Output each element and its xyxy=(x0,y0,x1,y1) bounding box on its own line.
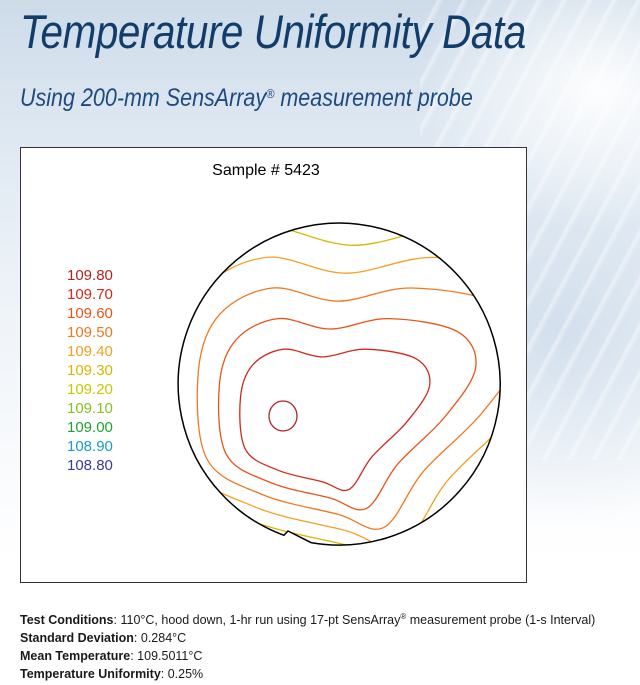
legend-item: 109.80 xyxy=(67,267,113,284)
standard-deviation-value: : 0.284°C xyxy=(133,631,187,646)
legend-item: 109.30 xyxy=(67,362,113,379)
contour-line xyxy=(178,223,501,546)
contour-chart: Sample # 5423 109.80 109.70 109.60 109.50 10… xyxy=(20,147,527,583)
standard-deviation-label: Standard Deviation xyxy=(20,631,134,646)
contour-plot xyxy=(177,222,501,546)
legend-item: 109.60 xyxy=(67,305,113,322)
test-conditions: Test Conditions: 110°C, hood down, 1-hr … xyxy=(20,608,635,629)
test-conditions-mark: ® xyxy=(400,612,407,621)
legend-item: 109.70 xyxy=(67,286,113,303)
legend-item: 109.40 xyxy=(67,343,113,360)
legend-item: 109.10 xyxy=(67,400,113,417)
contour-line xyxy=(239,348,431,492)
mean-temperature: Mean Temperature: 109.5011°C xyxy=(20,647,635,665)
contour-line xyxy=(178,256,501,546)
chart-legend: 109.80 109.70 109.60 109.50 109.40 109.30 109.… xyxy=(67,266,147,475)
contour-line xyxy=(178,223,501,546)
contour-line xyxy=(268,400,298,432)
subtitle-tail: measurement probe xyxy=(274,84,473,112)
chart-title: Sample # 5423 xyxy=(212,162,320,179)
contour-line xyxy=(178,223,501,546)
legend-item: 109.50 xyxy=(67,324,113,341)
wafer-outline xyxy=(177,222,501,546)
temperature-uniformity-label: Temperature Uniformity xyxy=(20,667,161,682)
registered-mark: ® xyxy=(266,86,275,101)
subtitle-text: Using 200-mm SensArray xyxy=(20,84,267,112)
legend-item: 109.00 xyxy=(67,419,113,436)
contour-line xyxy=(217,317,477,511)
test-info: Test Conditions: 110°C, hood down, 1-hr … xyxy=(20,608,635,683)
mean-temperature-label: Mean Temperature xyxy=(20,649,131,664)
contour-line xyxy=(178,223,501,546)
temperature-uniformity: Temperature Uniformity: 0.25% xyxy=(20,665,635,683)
test-conditions-label: Test Conditions xyxy=(20,613,114,628)
test-conditions-value: : 110°C, hood down, 1-hr run using 17-pt… xyxy=(113,613,401,628)
temperature-uniformity-value: : 0.25% xyxy=(160,667,204,682)
page-subtitle: Using 200-mm SensArray® measurement prob… xyxy=(20,84,473,113)
legend-item: 109.20 xyxy=(67,381,113,398)
legend-item: 108.90 xyxy=(67,438,113,455)
page-title: Temperature Uniformity Data xyxy=(20,5,526,58)
contour-line xyxy=(196,287,501,530)
mean-temperature-value: : 109.5011°C xyxy=(130,649,203,664)
standard-deviation: Standard Deviation: 0.284°C xyxy=(20,629,635,647)
test-conditions-tail: measurement probe (1-s Interval) xyxy=(406,613,596,628)
contour-line xyxy=(178,225,501,546)
legend-item: 108.80 xyxy=(67,457,113,474)
